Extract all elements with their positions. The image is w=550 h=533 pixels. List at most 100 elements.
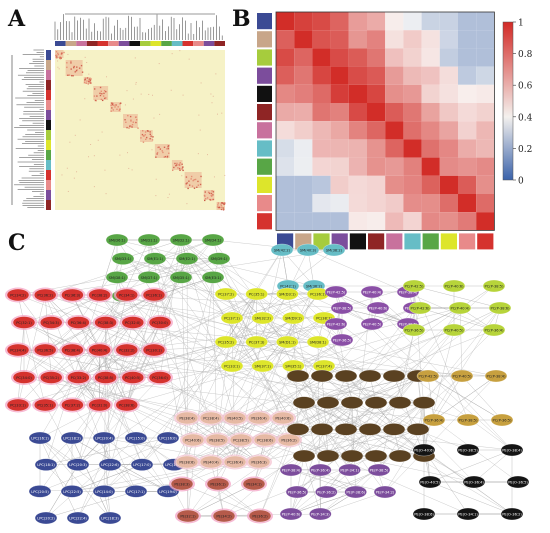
node-ellipse xyxy=(124,431,148,445)
cluster-color-segment xyxy=(86,41,98,46)
heatmap-cell xyxy=(476,212,495,231)
node-ellipse xyxy=(358,369,382,383)
node-label: PC(P-38:5) xyxy=(485,285,505,289)
network-edge xyxy=(258,317,294,419)
matrix-block xyxy=(184,172,202,188)
column-color-key xyxy=(459,233,476,250)
node-label: PC(34:2) xyxy=(10,294,26,298)
panel-c-network-graph: SM(D6:1) SM(D1:1) SM(D2:1) SM(D4:1) SM(D3:1)… xyxy=(5,233,530,525)
node-ellipse xyxy=(490,413,514,427)
node-ellipse xyxy=(276,335,299,349)
network-node: PC(P-38:6) xyxy=(488,301,512,315)
node-label: SM(D3:1) xyxy=(279,293,296,297)
node-label: LPC(20:5) xyxy=(31,490,49,494)
network-edge xyxy=(39,437,79,519)
matrix-cell xyxy=(168,193,170,195)
heatmap-cell xyxy=(421,157,440,176)
column-color-key xyxy=(422,233,439,250)
node-label: SM(E1:1) xyxy=(147,257,164,261)
row-color-key xyxy=(257,85,272,102)
cluster-color-segment xyxy=(46,80,51,90)
network-node: PE(P-38:5) xyxy=(367,463,391,477)
matrix-cell xyxy=(208,192,211,194)
matrix-cell xyxy=(177,167,179,169)
node-ellipse xyxy=(220,359,244,373)
node-label: PC(P-42:6) xyxy=(411,307,431,311)
network-edge xyxy=(71,464,143,492)
network-edge xyxy=(126,365,263,406)
node-label: PE(P-40:4) xyxy=(363,291,382,295)
matrix-cell xyxy=(151,94,153,96)
matrix-cell xyxy=(89,80,92,82)
cluster-color-segment xyxy=(76,41,87,46)
heatmap-cell xyxy=(403,84,422,103)
network-node xyxy=(412,396,436,409)
matrix-cell xyxy=(74,71,76,73)
network-edge xyxy=(77,377,161,465)
heatmap-cell xyxy=(439,139,458,158)
node-label: SM(40:3) xyxy=(300,249,317,253)
node-ellipse xyxy=(344,485,367,499)
network-node: SM(42:2) xyxy=(270,243,294,257)
node-label: PE(O-34:1) xyxy=(458,513,478,517)
heatmap-cell xyxy=(276,48,295,67)
matrix-cell xyxy=(79,119,81,121)
node-label: PE(P-38:5) xyxy=(370,469,389,473)
node-ellipse xyxy=(276,287,299,301)
matrix-cell xyxy=(219,206,221,209)
node-label: PC(P-42:5) xyxy=(405,285,425,289)
matrix-cell xyxy=(95,99,97,102)
network-node: PE(O-36:2) xyxy=(500,507,524,521)
heatmap-cell xyxy=(458,30,477,49)
network-edge xyxy=(212,239,309,251)
left-dendrogram xyxy=(11,49,44,208)
node-label: PC(33:2) xyxy=(71,376,87,380)
network-edge xyxy=(180,239,242,441)
node-ellipse xyxy=(422,413,446,427)
node-label: PC(33:1) xyxy=(224,365,240,369)
network-node: PC(33:1) xyxy=(220,359,244,373)
heatmap-cell xyxy=(385,194,404,213)
network-edge xyxy=(303,455,321,515)
network-node: PC(P-36:4) xyxy=(482,323,506,337)
matrix-cell xyxy=(117,106,119,108)
cluster-color-segment xyxy=(129,41,140,46)
cluster-color-segment xyxy=(118,41,130,46)
network-edge xyxy=(148,277,233,319)
matrix-cell xyxy=(56,54,58,56)
heatmap-cell xyxy=(330,157,349,176)
node-ellipse xyxy=(67,316,90,329)
node-ellipse xyxy=(402,323,426,337)
network-node: PC(33:1) xyxy=(5,397,31,413)
matrix-cell xyxy=(224,174,226,176)
network-node: PC(P-40:5) xyxy=(442,323,466,337)
network-edge xyxy=(377,307,513,451)
matrix-cell xyxy=(55,51,58,53)
node-label: LPC(18:3) xyxy=(101,517,119,521)
node-label: SM(E2:1) xyxy=(179,257,196,261)
matrix-cell xyxy=(130,125,132,127)
matrix-cell xyxy=(129,125,131,127)
heatmap-cell xyxy=(458,12,477,31)
network-edge xyxy=(212,277,219,485)
heatmap-cell xyxy=(294,139,313,158)
heatmap-cell xyxy=(439,12,458,31)
node-ellipse xyxy=(330,333,354,347)
network-node: PE(34:1) xyxy=(241,476,267,492)
network-node: PE(32:1) xyxy=(175,508,201,524)
network-node: PC(P-38:5) xyxy=(482,279,506,293)
row-color-key xyxy=(257,195,272,212)
node-ellipse xyxy=(94,316,117,329)
matrix-cell xyxy=(93,95,96,97)
heatmap-cell xyxy=(421,175,440,194)
network-edge xyxy=(320,491,386,515)
node-label: PC(36:4) xyxy=(71,321,87,325)
matrix-cell xyxy=(159,148,162,150)
network-node: SM(D3:1) xyxy=(276,287,299,301)
matrix-cell xyxy=(101,131,103,133)
heatmap-cell xyxy=(403,48,422,67)
node-label: PC(35:2) xyxy=(218,341,234,345)
colorbar-tick-label: 0.6 xyxy=(518,82,533,92)
matrix-cell xyxy=(59,56,61,59)
matrix-cell xyxy=(119,102,122,104)
